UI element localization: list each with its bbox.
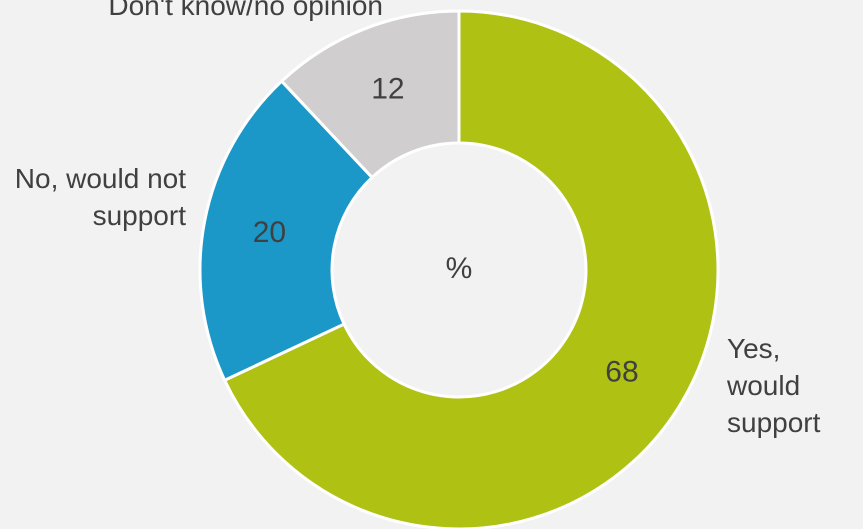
center-label: % — [446, 252, 473, 285]
donut-segment — [198, 79, 375, 383]
data-label: 12 — [371, 72, 404, 105]
category-label: No, would not support — [14, 163, 186, 231]
donut-segment — [279, 9, 461, 180]
data-label: 20 — [253, 216, 286, 249]
category-label: Yes, would support — [727, 333, 821, 438]
data-label: 68 — [605, 355, 638, 388]
donut-segment — [222, 9, 720, 529]
category-label: Don't know/no opinion — [108, 0, 383, 21]
